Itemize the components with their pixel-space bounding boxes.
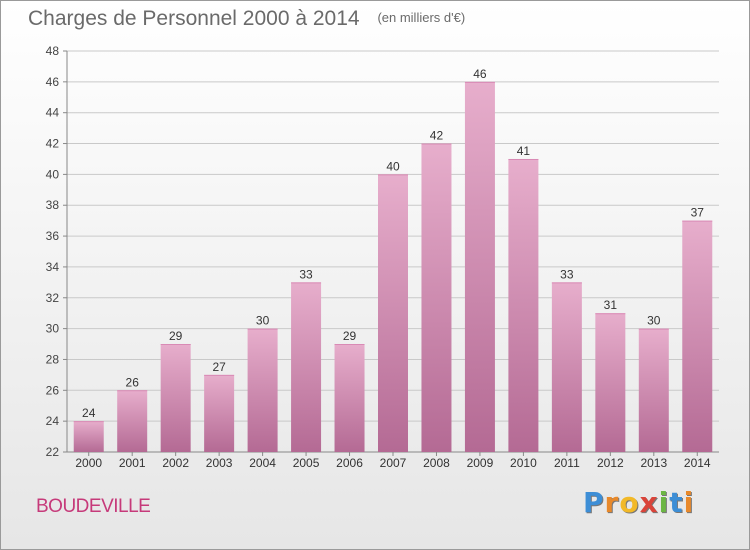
data-label: 29 bbox=[343, 329, 357, 343]
data-label: 42 bbox=[430, 129, 444, 143]
bar bbox=[551, 282, 582, 452]
data-label: 41 bbox=[517, 144, 531, 158]
bar bbox=[421, 143, 452, 453]
bar bbox=[291, 282, 322, 452]
y-tick-label: 44 bbox=[46, 106, 60, 120]
data-label: 37 bbox=[691, 206, 705, 220]
data-label: 30 bbox=[256, 314, 270, 328]
bar bbox=[464, 81, 495, 452]
y-tick-label: 36 bbox=[46, 229, 60, 243]
bar bbox=[682, 220, 713, 452]
x-tick-label: 2001 bbox=[119, 456, 146, 470]
x-tick-label: 2010 bbox=[510, 456, 537, 470]
data-label: 24 bbox=[82, 406, 96, 420]
x-tick-label: 2008 bbox=[423, 456, 450, 470]
y-tick-label: 30 bbox=[46, 322, 60, 336]
y-tick-label: 28 bbox=[46, 352, 60, 366]
place-name: BOUDEVILLE bbox=[36, 496, 151, 517]
bar bbox=[595, 313, 626, 452]
data-label: 30 bbox=[647, 314, 661, 328]
data-label: 29 bbox=[169, 329, 183, 343]
data-label: 26 bbox=[126, 375, 140, 389]
x-tick-label: 2005 bbox=[293, 456, 320, 470]
x-tick-label: 2011 bbox=[554, 456, 580, 470]
x-tick-label: 2007 bbox=[380, 456, 407, 470]
x-tick-label: 2009 bbox=[467, 456, 494, 470]
data-label: 46 bbox=[473, 67, 487, 81]
y-tick-label: 38 bbox=[46, 198, 60, 212]
data-label: 33 bbox=[560, 267, 574, 281]
y-tick-label: 34 bbox=[46, 260, 60, 274]
bar bbox=[73, 421, 104, 452]
chart-title-text: Charges de Personnel 2000 à 2014 bbox=[28, 7, 360, 30]
chart-unit: (en milliers d'€) bbox=[377, 10, 466, 25]
y-tick-label: 40 bbox=[46, 167, 60, 181]
bar bbox=[378, 174, 408, 452]
bar bbox=[638, 328, 669, 452]
y-tick-label: 24 bbox=[46, 414, 60, 428]
x-tick-label: 2002 bbox=[162, 456, 189, 470]
y-tick-label: 46 bbox=[46, 75, 60, 89]
bar bbox=[508, 158, 539, 452]
y-tick-label: 48 bbox=[46, 44, 60, 58]
bar bbox=[160, 344, 191, 452]
data-label: 40 bbox=[386, 159, 400, 173]
x-tick-label: 2014 bbox=[684, 456, 711, 470]
proxiti-logo: Proxiti bbox=[583, 486, 695, 519]
y-tick-label: 26 bbox=[46, 383, 60, 397]
y-tick-label: 22 bbox=[46, 445, 60, 459]
x-tick-label: 2003 bbox=[206, 456, 233, 470]
bar bbox=[117, 390, 148, 452]
bar bbox=[334, 344, 365, 452]
x-tick-label: 2013 bbox=[640, 456, 667, 470]
x-tick-label: 2004 bbox=[249, 456, 276, 470]
x-tick-label: 2006 bbox=[336, 456, 363, 470]
y-tick-label: 42 bbox=[46, 137, 60, 151]
x-tick-label: 2012 bbox=[597, 456, 624, 470]
bar bbox=[204, 374, 235, 452]
y-tick-label: 32 bbox=[46, 291, 60, 305]
data-label: 33 bbox=[299, 267, 313, 281]
bar bbox=[247, 328, 278, 452]
data-label: 31 bbox=[604, 298, 618, 312]
chart-title: Charges de Personnel 2000 à 2014 (en mil… bbox=[28, 7, 465, 31]
data-label: 27 bbox=[212, 360, 226, 374]
x-tick-label: 2000 bbox=[75, 456, 102, 470]
